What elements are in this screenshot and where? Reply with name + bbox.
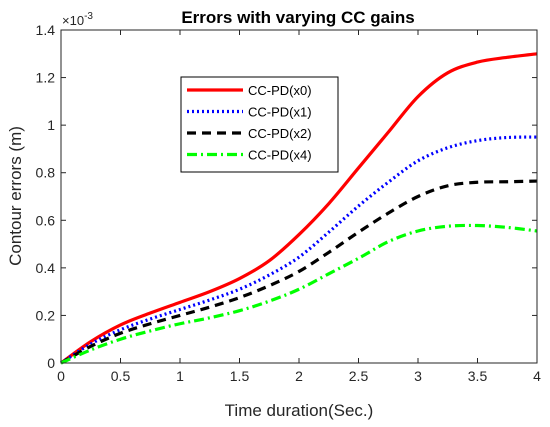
y-tick-label: 1.2: [36, 70, 56, 86]
y-exponent-power: -3: [84, 11, 93, 22]
x-tick-label: 2: [295, 368, 303, 384]
x-tick-label: 1: [176, 368, 184, 384]
y-exponent-base: ×10: [62, 13, 84, 28]
x-tick-label: 3: [414, 368, 422, 384]
svg-text:×10-3: ×10-3: [62, 11, 93, 28]
y-tick-label: 0: [47, 355, 55, 371]
y-tick-label: 0.6: [36, 212, 56, 228]
y-exponent-label: ×10-3: [62, 11, 93, 28]
legend: CC-PD(x0) CC-PD(x1) CC-PD(x2) CC-PD(x4): [180, 76, 339, 173]
y-tick-label: 0.2: [36, 307, 56, 323]
y-axis-title: Contour errors (m): [6, 126, 25, 266]
y-tick-label: 0.4: [36, 260, 56, 276]
legend-label-3: CC-PD(x2): [248, 126, 312, 141]
x-tick-label: 3.5: [468, 368, 488, 384]
y-tick-label: 1: [47, 117, 55, 133]
x-axis-title: Time duration(Sec.): [225, 401, 374, 420]
x-tick-label: 1.5: [230, 368, 250, 384]
y-tick-label: 0.8: [36, 165, 56, 181]
legend-label-4: CC-PD(x4): [248, 148, 312, 163]
legend-label-1: CC-PD(x0): [248, 83, 312, 98]
x-tick-label: 2.5: [349, 368, 369, 384]
x-tick-label: 0: [57, 368, 65, 384]
series-line-2: [60, 135, 538, 365]
plot-area: 0 0.5 1 1.5 2 2.5 3 3.5 4 0 0.2 0.4 0.6 0.8 1 1.2 1.4: [36, 22, 542, 384]
legend-box: [180, 76, 339, 173]
series-line-1: [60, 52, 538, 365]
series-line-3: [60, 179, 538, 365]
series-line-4: [60, 223, 538, 365]
x-tick-label: 4: [533, 368, 541, 384]
chart-title: Errors with varying CC gains: [181, 8, 414, 27]
legend-label-2: CC-PD(x1): [248, 105, 312, 120]
x-tick-label: 0.5: [111, 368, 131, 384]
y-tick-label: 1.4: [36, 22, 56, 38]
